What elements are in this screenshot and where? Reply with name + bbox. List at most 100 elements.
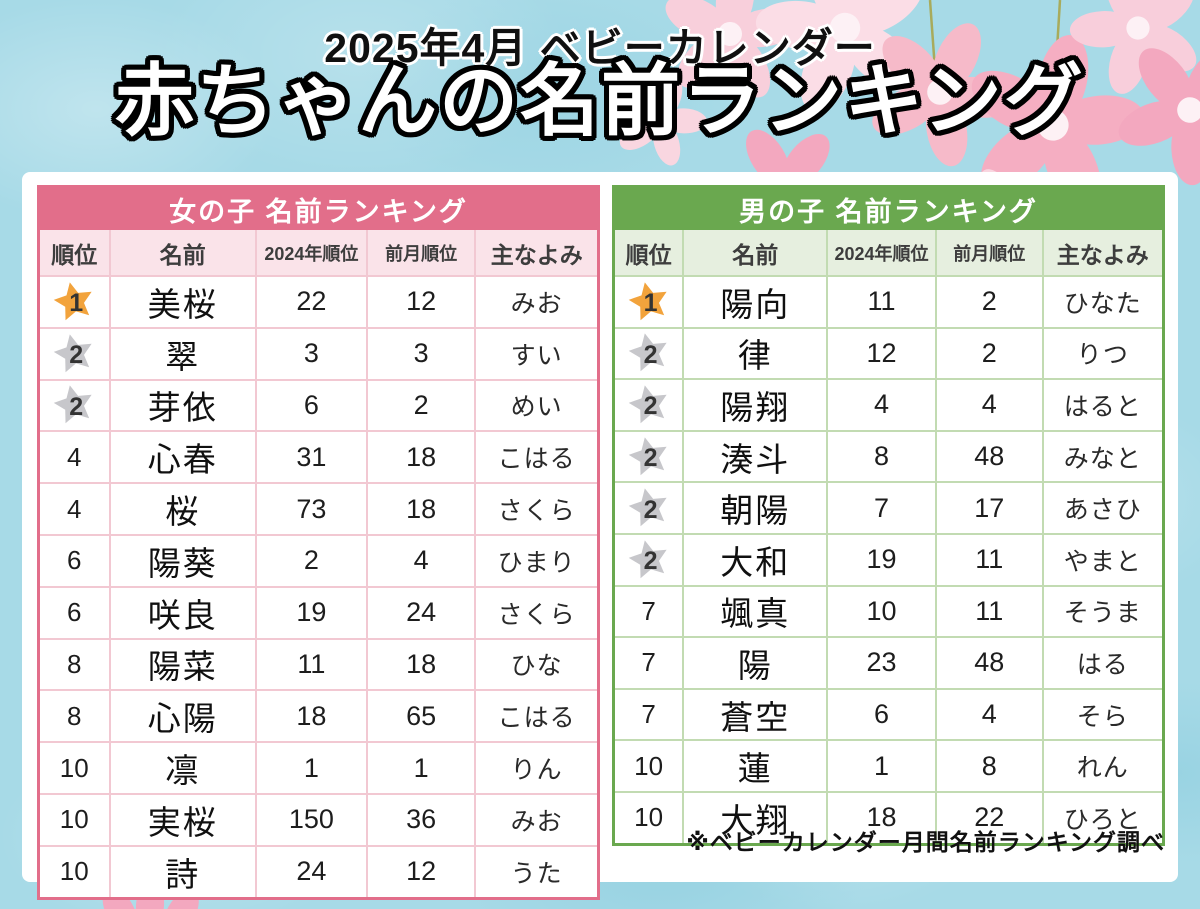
table-row: 2 律 12 2 りつ [615,326,1162,379]
rank-cell: 8 [40,640,109,690]
rank-2024-cell: 12 [826,328,935,379]
rank-cell: 2 [615,535,682,585]
rank-2024-cell: 31 [254,432,366,483]
column-header-rank: 順位 [625,241,672,268]
rank-cell: 7 [615,587,682,637]
rank-number: 7 [641,699,656,730]
rank-cell: 1 [615,277,682,327]
table-row: 7 陽 23 48 はる [615,636,1162,688]
rank-number: 10 [634,802,664,833]
name-cell: 詩 [108,846,255,897]
prev-month-cell: 12 [365,277,475,327]
table-row: 6 陽葵 2 4 ひまり [40,533,597,586]
prev-month-cell: 65 [365,691,475,742]
girls-ranking-table: 女の子 名前ランキング 順位 名前 2024年順位 前月順位 主なよみ 1 美桜 2… [37,185,600,900]
table-row: 10 蓮 1 8 れん [615,739,1162,791]
name-cell: 律 [682,328,826,379]
name-cell: 大翔 [682,792,826,843]
prev-month-cell: 12 [365,846,475,897]
column-header-name: 名前 [108,230,255,275]
table-row: 2 朝陽 7 17 あさひ [615,481,1162,533]
rank-number: 8 [67,700,82,731]
rank-2024-cell: 1 [826,741,935,791]
rank-2024-cell: 23 [826,638,935,688]
name-cell: 陽向 [682,277,826,327]
rank-2024-cell: 4 [826,380,935,430]
rank-number: 8 [67,648,82,679]
rank-cell: 6 [40,536,109,586]
rank-2024-cell: 22 [254,277,366,327]
prev-month-cell: 17 [934,483,1042,533]
name-cell: 陽翔 [682,380,826,430]
rank-cell: 4 [40,432,109,482]
yomi-cell: はる [1041,638,1162,688]
table-row: 6 咲良 19 24 さくら [40,585,597,638]
yomi-cell: そうま [1041,586,1162,637]
column-header-rank: 順位 [51,241,98,268]
prev-month-cell: 18 [365,432,475,483]
rank-number: 6 [67,597,82,628]
column-header-yomi: 主なよみ [1041,230,1162,275]
cherry-blossom-decoration [598,0,1200,268]
table-row: 2 芽依 6 2 めい [40,378,597,431]
table-row: 4 心春 31 18 こはる [40,430,597,483]
rank-cell: 7 [615,690,682,740]
column-header-2024-rank: 2024年順位 [254,230,366,275]
yomi-cell: みお [474,794,597,845]
yomi-cell: うた [474,846,597,897]
silver-star-icon: 2 [626,382,672,428]
prev-month-cell: 3 [365,328,475,379]
yomi-cell: ひまり [474,535,597,586]
silver-star-icon: 2 [626,485,672,531]
boys-ranking-table: 男の子 名前ランキング 順位 名前 2024年順位 前月順位 主なよみ 1 陽向 1… [612,185,1165,846]
table-row: 8 陽菜 11 18 ひな [40,637,597,690]
rank-2024-cell: 24 [254,846,366,897]
rank-2024-cell: 6 [826,689,935,740]
yomi-cell: やまと [1041,534,1162,585]
yomi-cell: ひろと [1041,792,1162,843]
rank-2024-cell: 19 [254,587,366,638]
table-row: 10 詩 24 12 うた [40,844,597,897]
yomi-cell: りつ [1041,328,1162,379]
yomi-cell: さくら [474,484,597,534]
rank-cell: 2 [40,381,109,431]
name-cell: 大和 [682,534,826,585]
name-cell: 朝陽 [682,483,826,533]
yomi-cell: あさひ [1041,483,1162,533]
column-header-2024-rank: 2024年順位 [826,230,935,275]
prev-month-cell: 2 [934,328,1042,379]
yomi-cell: りん [474,743,597,793]
rank-cell: 10 [615,741,682,791]
prev-month-cell: 22 [934,792,1042,843]
prev-month-cell: 4 [365,535,475,586]
rank-cell: 2 [615,380,682,430]
table-row: 8 心陽 18 65 こはる [40,689,597,742]
girls-table-rows: 1 美桜 22 12 みお 2 翠 3 3 すい 2 芽依 6 2 めい 4 心春 31 18 こはる 4 桜 73 18 さく… [40,275,597,897]
name-cell: 蓮 [682,741,826,791]
prev-month-cell: 48 [934,638,1042,688]
name-cell: 凛 [108,743,255,793]
yomi-cell: すい [474,328,597,379]
prev-month-cell: 1 [365,743,475,793]
yomi-cell: さくら [474,587,597,638]
name-cell: 颯真 [682,586,826,637]
rank-2024-cell: 2 [254,535,366,586]
rank-2024-cell: 150 [254,794,366,845]
rank-2024-cell: 11 [254,639,366,690]
column-header-prev-month: 前月順位 [934,230,1042,275]
table-row: 4 桜 73 18 さくら [40,482,597,534]
table-row: 7 颯真 10 11 そうま [615,584,1162,637]
column-header-name: 名前 [682,230,826,275]
yomi-cell: ひなた [1041,277,1162,327]
boys-table-rows: 1 陽向 11 2 ひなた 2 律 12 2 りつ 2 陽翔 4 4 はると 2 湊斗 8 48 みなと 2 朝陽 7 17 あ… [615,275,1162,843]
name-cell: 蒼空 [682,689,826,740]
prev-month-cell: 4 [934,689,1042,740]
rank-2024-cell: 7 [826,483,935,533]
column-header-prev-month: 前月順位 [365,230,475,275]
name-cell: 陽菜 [108,639,255,690]
source-footnote: ※ベビーカレンダー月間名前ランキング調べ [686,829,1165,855]
column-header-yomi: 主なよみ [474,230,597,275]
prev-month-cell: 24 [365,587,475,638]
rank-number: 4 [67,493,82,524]
